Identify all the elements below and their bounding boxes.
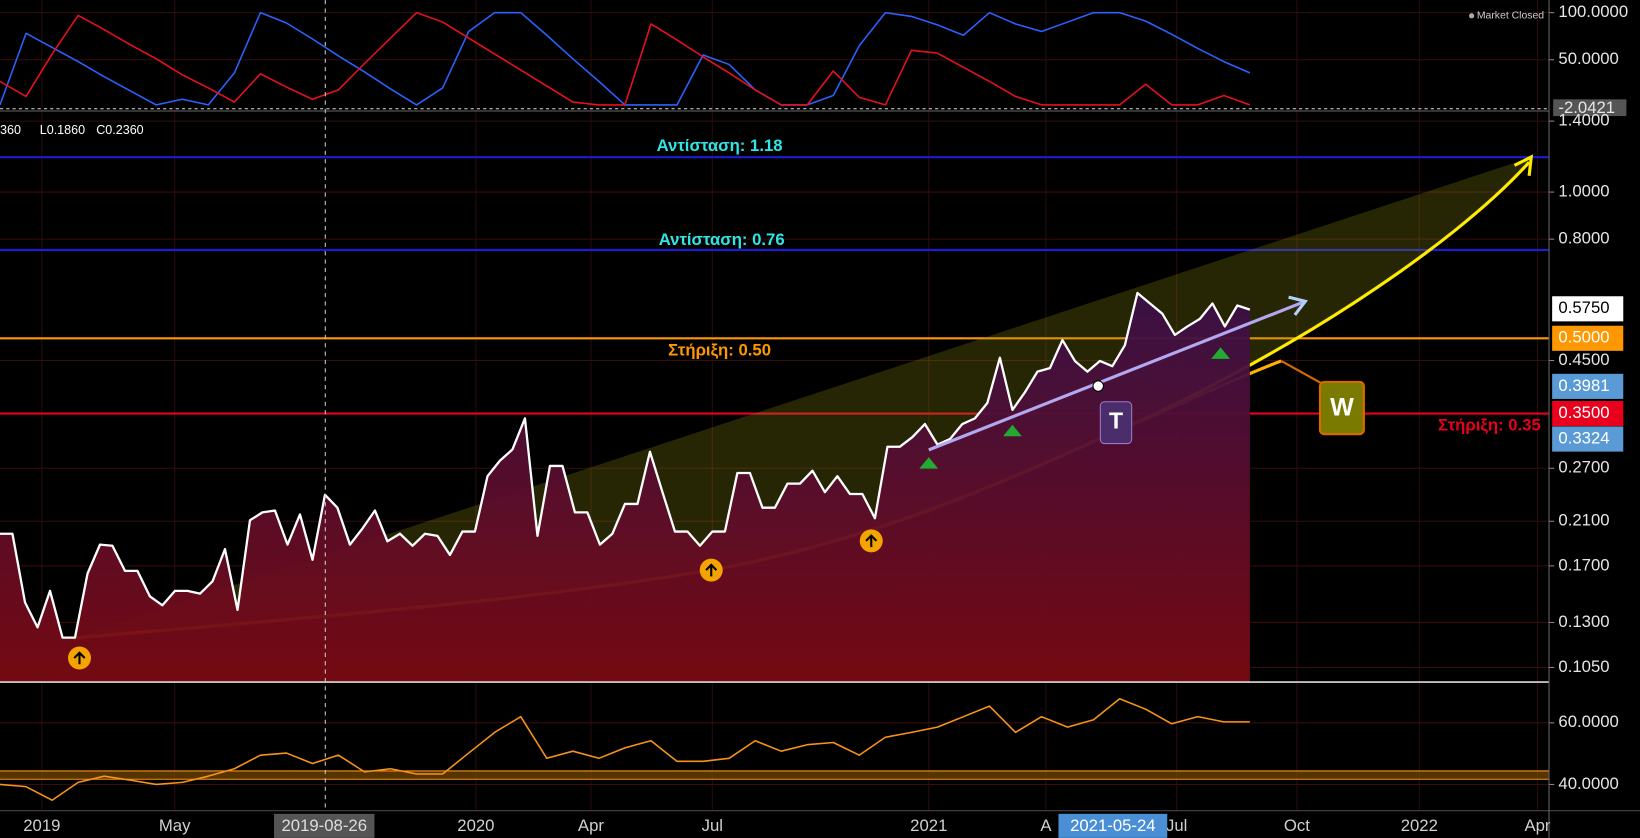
y-tick-label: 1.4000 (1558, 111, 1609, 130)
last-value-badge (1553, 99, 1627, 117)
price-badge-label: 0.3324 (1558, 428, 1609, 447)
x-tick-label: 2022 (1401, 816, 1438, 835)
x-tick-label: 2021 (910, 816, 947, 835)
x-tick-label: Jul (1166, 816, 1187, 835)
band (0, 770, 1550, 780)
signal-triangle (1211, 347, 1230, 359)
signal-triangle (919, 457, 939, 469)
x-tick-label: May (159, 816, 191, 835)
crosshair-badge (1058, 813, 1168, 838)
y-tick-label: 0.2100 (1558, 511, 1609, 530)
crosshair-label: 2019-08-26 (281, 816, 367, 835)
level-label: Αντίσταση: 0.76 (659, 230, 785, 249)
plots (0, 11, 1251, 802)
y-tick-label: 0.4500 (1558, 350, 1609, 369)
price-badge (1552, 325, 1624, 351)
y-tick-label: 0.8000 (1558, 229, 1609, 248)
legend-value: C0.2360 (96, 123, 143, 137)
price-line (0, 291, 1251, 639)
y-tick-label: 0.1300 (1558, 612, 1609, 631)
x-tick-label: Apr (578, 816, 604, 835)
y-tick-label: 50.0000 (1558, 49, 1618, 68)
price-badge-label: 0.5000 (1558, 328, 1609, 347)
annotation-pin (1092, 380, 1104, 392)
trend-arrow (928, 299, 1306, 452)
price-area (0, 292, 1250, 683)
y-tick-label: 60.0000 (1558, 712, 1618, 731)
y-tick-label: 1.0000 (1558, 182, 1609, 201)
trend-arrow-head (1288, 295, 1309, 316)
annotation-box (1318, 380, 1365, 436)
annotation-label: W (1330, 394, 1354, 422)
y-tick-label: 0.1700 (1558, 555, 1609, 574)
annotation-box (1099, 401, 1133, 445)
y-tick-label: 100.0000 (1558, 2, 1628, 21)
crosshair-badge (274, 813, 375, 838)
x-tick-label: Oct (1284, 816, 1310, 835)
price-badge (1552, 426, 1624, 452)
x-tick-label: 2020 (457, 816, 494, 835)
price-badge (1552, 373, 1624, 399)
y-tick-label: 0.1050 (1558, 657, 1609, 676)
indicator-line (0, 697, 1250, 802)
last-value-label: -2.0421 (1558, 98, 1615, 117)
price-badge (1552, 400, 1624, 427)
status-label: Market Closed (1477, 11, 1544, 22)
annotation-label: T (1109, 408, 1123, 434)
crosshair-label: 2021-05-24 (1070, 816, 1156, 835)
indicator-line (0, 11, 1251, 106)
up-marker-arrow (73, 651, 86, 665)
x-tick-label: Apr (1524, 816, 1550, 835)
level-label: Στήριξη: 0.50 (668, 340, 771, 359)
price-badge (1552, 296, 1624, 322)
curve-arrow (1513, 154, 1534, 176)
up-marker-arrow (705, 563, 718, 577)
y-tick-label: 40.0000 (1558, 774, 1618, 793)
price-badge-label: 0.3981 (1558, 376, 1609, 395)
price-badge-label: 0.3500 (1558, 403, 1609, 422)
price-badge-label: 0.5750 (1558, 298, 1609, 317)
level-label: Αντίσταση: 1.18 (657, 136, 783, 155)
signal-triangle (1003, 424, 1022, 437)
status-dot (1468, 13, 1475, 19)
legend-value: L0.1860 (40, 123, 85, 137)
legend-value: 360 (0, 123, 21, 137)
level-label: Στήριξη: 0.35 (1438, 416, 1541, 435)
x-tick-label: 2019 (23, 816, 60, 835)
y-tick-label: 0.2700 (1558, 458, 1609, 477)
x-tick-label: Jul (702, 816, 723, 835)
x-tick-label: A (1040, 816, 1052, 835)
up-marker-arrow (865, 534, 878, 548)
